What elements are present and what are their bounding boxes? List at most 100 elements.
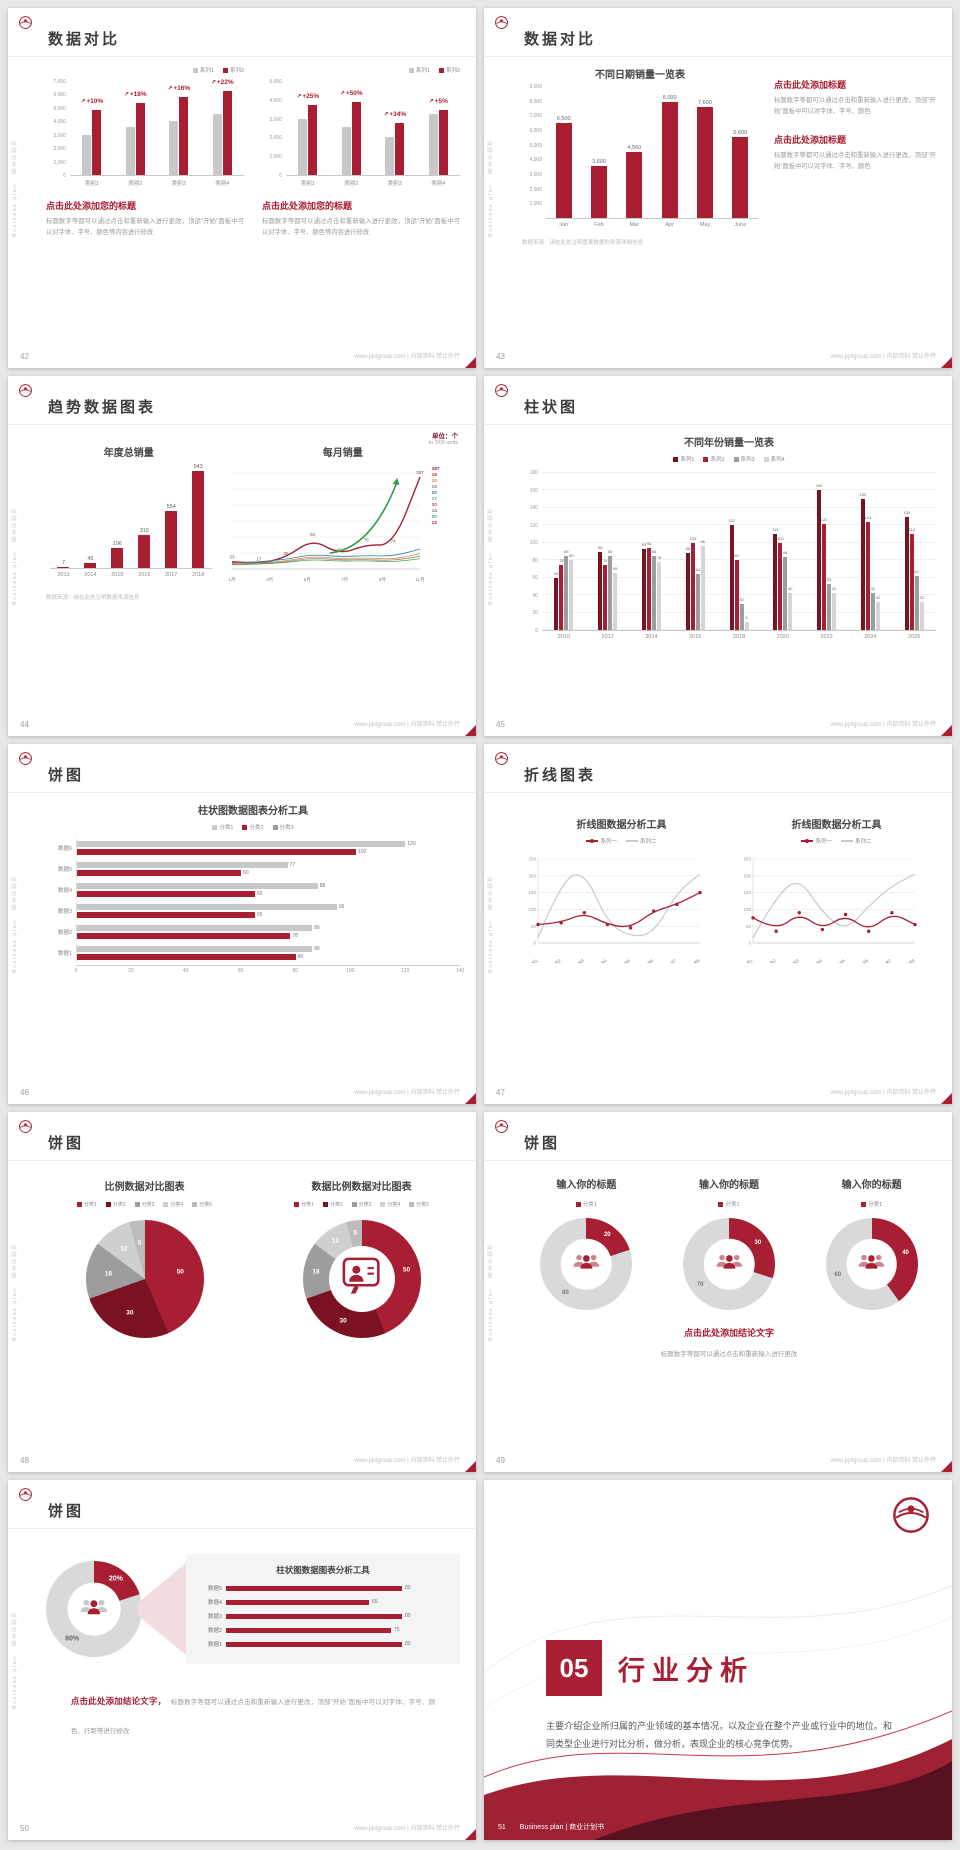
donut-chart: 20 80 — [540, 1218, 633, 1310]
wave-graphic — [484, 1710, 952, 1840]
value-label: 6,500 — [556, 116, 571, 123]
bar-group: 160 122 53 42 — [805, 473, 849, 630]
row-label: 数据5 — [57, 867, 72, 873]
conclusion-sub: 标题数字等都可以通过点击和重新输入进行更改 — [660, 1351, 798, 1358]
row-label: 数据2 — [57, 930, 72, 936]
bar: 160 — [816, 483, 822, 630]
detail-panel: 柱状图数据图表分析工具 数据5 80 数据4 65 数据3 80 数据2 75 数据1 80 — [186, 1554, 460, 1664]
legend-label: 分类1 — [84, 1202, 97, 1208]
svg-text:287: 287 — [416, 470, 424, 475]
x-tick-label: 2018 — [732, 634, 746, 640]
bar-group: ↗ +5% — [417, 82, 461, 175]
bar: 62 — [914, 569, 919, 630]
y-tick-label: 1,000 — [53, 159, 66, 166]
page-title: 饼图 — [524, 1135, 561, 1152]
value-label: 74 — [602, 558, 608, 564]
x-axis: 2013 2014 2015 2016 2017 2018 — [50, 569, 212, 578]
bar — [226, 1627, 391, 1633]
gridline — [542, 594, 936, 596]
bar-group: 5,600 — [723, 87, 758, 218]
svg-text:数据7: 数据7 — [880, 957, 893, 963]
hb-track: 86 78 — [76, 923, 460, 941]
bar: 53 — [827, 577, 831, 630]
slice-label: 80 — [562, 1289, 569, 1296]
svg-text:35: 35 — [283, 551, 289, 556]
legend-item: 分类1 — [861, 1200, 882, 1208]
value-label: 53 — [826, 576, 832, 582]
value-label: 60 — [554, 570, 559, 576]
y-tick-label: 40 — [532, 592, 538, 599]
y-tick-label: 3,000 — [269, 116, 282, 123]
legend-swatch — [192, 1202, 198, 1207]
bar: 78 — [657, 555, 661, 630]
panel-heading: 点击此处添加您的标题 — [46, 201, 137, 211]
legend: 系列1 系列2 — [46, 66, 244, 74]
value-label: 75 — [394, 1627, 400, 1633]
bar-group: 150 124 42 32 — [848, 473, 892, 630]
footer-text: www.pptgroup.com | 内部资料 禁止外传 — [830, 722, 936, 728]
up-arrow-icon: ↗ — [123, 92, 129, 99]
gridline — [542, 506, 936, 508]
svg-text:数据4: 数据4 — [811, 957, 824, 963]
header-divider — [8, 56, 476, 57]
legend-item: 分类1 — [212, 823, 233, 831]
legend: 分类1 分类2 分类3 分类4 分类5 — [77, 1201, 212, 1208]
bar — [77, 912, 255, 918]
legend-swatch — [673, 456, 679, 462]
gridline — [542, 576, 936, 578]
hb-line: 86 — [77, 945, 460, 953]
bar: 60 — [554, 571, 559, 630]
donut-hole — [846, 1238, 897, 1290]
bar: 3,600 — [590, 159, 607, 218]
y-tick-label: 3,000 — [529, 172, 542, 178]
slice-label: 30 — [339, 1317, 347, 1325]
hb-line: 120 — [77, 840, 460, 848]
page-title: 数据对比 — [48, 31, 121, 48]
bar: 4,560 — [626, 145, 643, 218]
bar — [222, 91, 232, 175]
bar-group: ↗ +34% — [373, 82, 417, 175]
hb-line: 95 — [77, 903, 460, 911]
y-tick-label: 6,000 — [53, 92, 66, 99]
bar: 80 — [569, 553, 574, 630]
value-label: 95 — [338, 904, 345, 910]
bar-group: 943 — [185, 464, 212, 568]
legend-label: 分类3 — [279, 825, 294, 831]
line-chart: 0 50 100 150 200 250 数据1 数据2 数据3 数据4 数据5 数据6 数据7 数据8 — [737, 851, 936, 963]
x-axis: 类别1 类别2 类别3 类别4 — [286, 176, 460, 187]
unit-line: in '000 units — [428, 440, 458, 446]
page-number: 50 — [20, 1824, 29, 1833]
legend: 分类1 — [861, 1200, 882, 1208]
slice-label: 5 — [137, 1239, 142, 1247]
x-tick-label: 2018 — [192, 572, 205, 578]
bar-row: 数据6 120 102 — [46, 839, 460, 857]
bar: 90 — [598, 545, 602, 630]
chart-area: 不同日期销量一览表 1,000 2,000 3,000 4,000 5,000 6,000… — [522, 66, 758, 344]
bar: 45 — [84, 556, 97, 568]
svg-text:150: 150 — [743, 890, 751, 895]
footer-text: www.pptgroup.com | 内部资料 禁止外传 — [830, 1458, 936, 1464]
x-tick-label: 类别4 — [215, 181, 230, 187]
legend-swatch — [408, 67, 414, 73]
page-title: 饼图 — [48, 1503, 85, 1520]
corner-accent — [465, 1461, 476, 1472]
hb-line: 88 — [77, 882, 460, 890]
bar — [385, 136, 395, 175]
growth-annotation: ↗ +10% — [80, 97, 104, 105]
conclusion-heading: 点击此处添加结论文字 — [683, 1328, 774, 1338]
legend-item: 系列4 — [763, 455, 785, 463]
slide-50: Business plan · 商业计划书 饼图 20% 80% 柱状图数据图表分… — [8, 1480, 476, 1840]
gridline — [542, 472, 936, 473]
legend-item: 分类5 — [192, 1201, 212, 1208]
up-arrow-icon: ↗ — [167, 85, 173, 92]
svg-text:250: 250 — [528, 857, 536, 862]
vb-groups: 6,500 3,600 4,560 8,000 7,600 5,600 — [546, 87, 758, 218]
end-label: 13 — [431, 521, 437, 526]
bar — [77, 933, 291, 939]
bar — [226, 1585, 402, 1591]
value-label: 42 — [870, 586, 876, 592]
slice-label: 5 — [353, 1229, 358, 1237]
line-chart-canvas: 0 50 100 150 200 250 数据1 数据2 数据3 数据4 数据5 数据6 数据7 数据8 — [526, 857, 701, 963]
corner-accent — [941, 357, 952, 368]
svg-text:94: 94 — [310, 532, 316, 537]
